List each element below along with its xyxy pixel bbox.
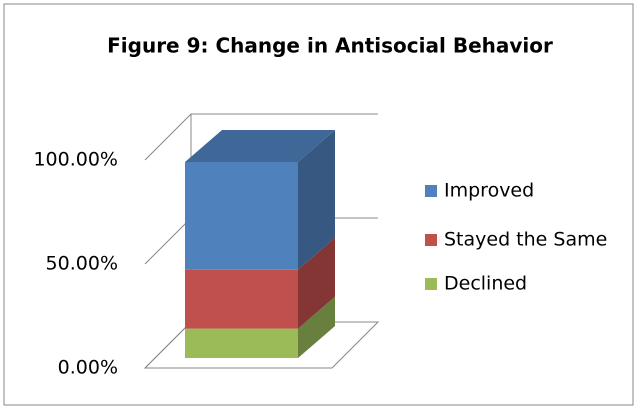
bar-front <box>185 328 298 358</box>
legend-label: Declined <box>444 273 527 295</box>
grid-line <box>144 113 378 161</box>
bar-side <box>298 237 335 329</box>
y-tick-label: 100.00% <box>33 149 118 171</box>
legend-swatch <box>425 278 437 290</box>
chart-title: Figure 9: Change in Antisocial Behavior <box>107 34 553 58</box>
bar-side <box>298 130 335 270</box>
legend-swatch <box>425 185 437 197</box>
bar-front <box>185 162 298 270</box>
legend-swatch <box>425 234 437 246</box>
bar-side <box>298 296 335 358</box>
y-tick-label: 0.00% <box>58 357 118 379</box>
bar-front <box>185 269 298 329</box>
legend-label: Improved <box>444 180 534 202</box>
bar-top <box>185 130 335 162</box>
legend-label: Stayed the Same <box>444 229 607 251</box>
y-tick-label: 50.00% <box>46 253 118 275</box>
